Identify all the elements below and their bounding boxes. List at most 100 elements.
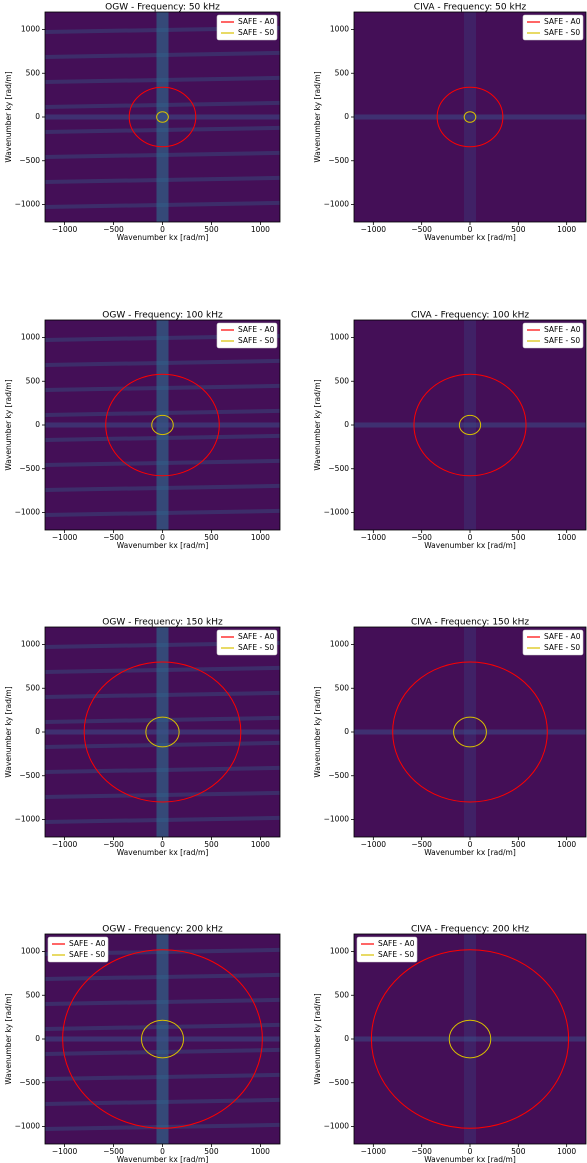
y-tick-label: 0 bbox=[35, 1034, 40, 1043]
legend-label: SAFE - S0 bbox=[69, 950, 105, 959]
legend-label: SAFE - A0 bbox=[69, 939, 106, 948]
x-tick-label: −1000 bbox=[52, 840, 78, 849]
x-tick-label: 500 bbox=[204, 1147, 219, 1156]
x-tick-label: 500 bbox=[511, 225, 526, 234]
legend-box bbox=[522, 629, 584, 656]
curves bbox=[62, 949, 263, 1129]
y-tick-label: −500 bbox=[328, 464, 349, 473]
horizontal-streak bbox=[45, 690, 280, 699]
x-axis-label: Wavenumber kx [rad/m] bbox=[117, 541, 209, 550]
y-tick-label: −500 bbox=[328, 156, 349, 165]
y-tick-label: 500 bbox=[26, 376, 41, 385]
x-axis-label: Wavenumber kx [rad/m] bbox=[117, 1155, 209, 1163]
x-tick-label: 1000 bbox=[557, 225, 576, 234]
y-tick-label: −500 bbox=[19, 1078, 40, 1087]
horizontal-streak bbox=[45, 1072, 280, 1081]
horizontal-streak bbox=[45, 433, 280, 442]
y-tick-label: 0 bbox=[344, 420, 349, 429]
horizontal-streak bbox=[45, 125, 280, 134]
x-tick-label: −1000 bbox=[361, 840, 387, 849]
y-tick-label: −1000 bbox=[15, 1122, 41, 1131]
legend-label: SAFE - S0 bbox=[238, 336, 274, 345]
horizontal-streak bbox=[45, 1047, 280, 1056]
x-tick-label: 0 bbox=[468, 1147, 473, 1156]
legend-label: SAFE - A0 bbox=[238, 325, 275, 334]
horizontal-streak bbox=[45, 765, 280, 774]
curves bbox=[413, 373, 527, 477]
y-tick-label: 0 bbox=[344, 1034, 349, 1043]
horizontal-streak bbox=[45, 508, 280, 517]
y-tick-label: −1000 bbox=[15, 508, 41, 517]
y-axis-label: Wavenumber ky [rad/m] bbox=[313, 379, 322, 470]
y-tick-label: −500 bbox=[19, 464, 40, 473]
curves bbox=[83, 661, 242, 803]
horizontal-streak bbox=[45, 458, 280, 467]
dispersion-curve bbox=[453, 716, 487, 748]
horizontal-streak bbox=[45, 740, 280, 749]
y-tick-label: 1000 bbox=[330, 640, 349, 649]
y-tick-label: 0 bbox=[35, 112, 40, 121]
dispersion-curve bbox=[156, 111, 169, 123]
x-tick-label: 1000 bbox=[251, 225, 270, 234]
dispersion-curve bbox=[458, 414, 482, 436]
legend-box bbox=[47, 936, 109, 963]
y-tick-label: 500 bbox=[335, 683, 350, 692]
y-tick-label: 1000 bbox=[21, 333, 40, 342]
x-tick-label: 0 bbox=[160, 533, 165, 542]
panel: −1000 −500 0 500 1000 −1000 −500 0 500 1000 OGW - … bbox=[4, 925, 281, 1163]
dispersion-curve bbox=[62, 949, 263, 1129]
legend-box bbox=[216, 629, 278, 656]
y-tick-label: 500 bbox=[335, 376, 350, 385]
legend-box bbox=[522, 14, 584, 41]
x-tick-label: 0 bbox=[160, 840, 165, 849]
x-tick-label: −1000 bbox=[52, 533, 78, 542]
y-tick-label: 0 bbox=[344, 727, 349, 736]
panel: −1000 −500 0 500 1000 −1000 −500 0 500 1000 CIVA -… bbox=[313, 3, 587, 242]
dispersion-curve bbox=[370, 949, 570, 1129]
x-tick-label: 500 bbox=[511, 840, 526, 849]
y-axis-label: Wavenumber ky [rad/m] bbox=[313, 993, 322, 1084]
x-tick-label: 1000 bbox=[557, 1147, 576, 1156]
x-tick-label: −500 bbox=[103, 1147, 124, 1156]
y-axis-label: Wavenumber ky [rad/m] bbox=[4, 686, 13, 777]
heatmap-texture bbox=[45, 934, 280, 1144]
y-tick-label: 500 bbox=[335, 68, 350, 77]
curves bbox=[370, 949, 570, 1129]
horizontal-streak bbox=[45, 408, 280, 417]
horizontal-streak bbox=[45, 383, 280, 392]
legend-label: SAFE - A0 bbox=[238, 632, 275, 641]
x-tick-label: −500 bbox=[103, 840, 124, 849]
y-tick-label: 1000 bbox=[330, 333, 349, 342]
y-tick-label: −500 bbox=[328, 1078, 349, 1087]
x-tick-label: 1000 bbox=[557, 840, 576, 849]
x-axis-label: Wavenumber kx [rad/m] bbox=[424, 233, 516, 242]
y-tick-label: −1000 bbox=[15, 200, 41, 209]
panel: −1000 −500 0 500 1000 −1000 −500 0 500 1000 OGW - … bbox=[4, 3, 281, 242]
legend-label: SAFE - A0 bbox=[544, 632, 581, 641]
horizontal-streak bbox=[45, 790, 280, 799]
y-tick-label: −1000 bbox=[324, 200, 350, 209]
horizontal-streak bbox=[45, 200, 280, 209]
x-tick-label: −500 bbox=[411, 1147, 432, 1156]
x-tick-label: 0 bbox=[468, 840, 473, 849]
legend-label: SAFE - A0 bbox=[378, 939, 415, 948]
x-tick-label: 500 bbox=[204, 225, 219, 234]
legend-label: SAFE - S0 bbox=[238, 643, 274, 652]
horizontal-streak bbox=[45, 972, 280, 981]
curves bbox=[392, 661, 548, 803]
legend-label: SAFE - A0 bbox=[544, 17, 581, 26]
curves bbox=[128, 86, 197, 148]
x-tick-label: 0 bbox=[468, 225, 473, 234]
horizontal-streak bbox=[45, 483, 280, 492]
dispersion-curve bbox=[151, 414, 174, 436]
y-tick-label: 1000 bbox=[21, 947, 40, 956]
legend-box bbox=[356, 936, 418, 963]
x-tick-label: 0 bbox=[468, 533, 473, 542]
x-axis-label: Wavenumber kx [rad/m] bbox=[117, 848, 209, 857]
dispersion-curve bbox=[140, 1019, 185, 1059]
y-tick-label: 500 bbox=[26, 683, 41, 692]
x-tick-label: −500 bbox=[411, 840, 432, 849]
y-tick-label: 500 bbox=[26, 68, 41, 77]
panel: −1000 −500 0 500 1000 −1000 −500 0 500 1000 CIVA -… bbox=[313, 618, 587, 857]
